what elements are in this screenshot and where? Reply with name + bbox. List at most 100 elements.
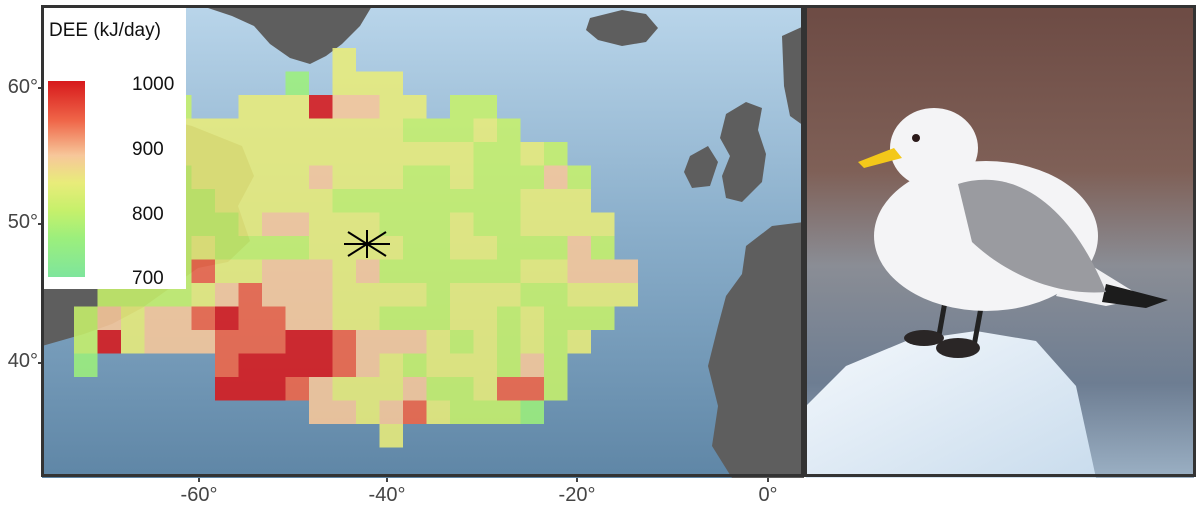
dee-cell: [285, 118, 309, 142]
dee-cell: [191, 330, 215, 354]
dee-cell: [426, 259, 450, 283]
dee-cell: [567, 283, 591, 307]
dee-cell: [544, 142, 568, 166]
dee-cell: [262, 236, 286, 260]
dee-cell: [309, 353, 333, 377]
dee-cell: [191, 236, 215, 260]
dee-cell: [520, 212, 544, 236]
dee-cell: [215, 142, 239, 166]
dee-cell: [356, 165, 380, 189]
bird-bill: [858, 148, 902, 168]
dee-cell: [238, 330, 262, 354]
dee-cell: [473, 165, 497, 189]
dee-cell: [191, 165, 215, 189]
europe-landmass: [708, 222, 804, 478]
dee-cell: [450, 259, 474, 283]
energy-expenditure-map: DEE (kJ/day) 1000 900 800 700: [42, 6, 804, 478]
lon-label-minus-40: -40°: [368, 484, 406, 506]
dee-cell: [567, 306, 591, 330]
dee-cell: [497, 189, 521, 213]
dee-cell: [567, 212, 591, 236]
dee-cell: [238, 165, 262, 189]
dee-cell: [238, 283, 262, 307]
dee-cell: [591, 212, 615, 236]
dee-cell: [309, 259, 333, 283]
dee-cell: [497, 165, 521, 189]
dee-cell: [285, 165, 309, 189]
dee-cell: [497, 236, 521, 260]
dee-cell: [238, 189, 262, 213]
dee-cell: [426, 236, 450, 260]
dee-cell: [356, 306, 380, 330]
bird-wing: [958, 179, 1106, 293]
dee-cell: [215, 353, 239, 377]
dee-cell: [473, 236, 497, 260]
dee-cell: [567, 330, 591, 354]
dee-cell: [356, 71, 380, 95]
dee-cell: [403, 189, 427, 213]
dee-cell: [379, 71, 403, 95]
dee-cell: [403, 377, 427, 401]
dee-cell: [497, 306, 521, 330]
bird-foot-left: [904, 330, 944, 346]
lon-tick-minus-20: [576, 478, 578, 482]
dee-cell: [520, 330, 544, 354]
dee-cell: [379, 330, 403, 354]
dee-cell: [121, 330, 145, 354]
dee-cell: [591, 306, 615, 330]
dee-cell: [238, 142, 262, 166]
legend-tick-1000: 1000: [132, 74, 175, 95]
lon-label-minus-60: -60°: [180, 484, 218, 506]
dee-cell: [520, 306, 544, 330]
dee-cell: [473, 283, 497, 307]
dee-cell: [379, 259, 403, 283]
lat-label-50: 50°: [7, 211, 38, 233]
dee-cell: [168, 306, 192, 330]
dee-cell: [262, 212, 286, 236]
dee-cell: [262, 142, 286, 166]
dee-cell: [215, 165, 239, 189]
dee-cell: [262, 283, 286, 307]
dee-cell: [426, 377, 450, 401]
dee-cell: [497, 142, 521, 166]
dee-cell: [332, 142, 356, 166]
dee-cell: [285, 236, 309, 260]
dee-cell: [332, 71, 356, 95]
dee-cell: [309, 330, 333, 354]
dee-cell: [356, 189, 380, 213]
dee-cell: [356, 212, 380, 236]
dee-cell: [497, 330, 521, 354]
dee-cell: [215, 118, 239, 142]
dee-cell: [356, 353, 380, 377]
dee-cell: [191, 189, 215, 213]
dee-cell: [285, 71, 309, 95]
dee-cell: [332, 118, 356, 142]
dee-cell: [473, 377, 497, 401]
dee-cell: [544, 259, 568, 283]
dee-cell: [450, 400, 474, 424]
dee-cell: [379, 142, 403, 166]
dee-cell: [520, 189, 544, 213]
dee-cell: [591, 236, 615, 260]
dee-cell: [215, 330, 239, 354]
dee-cell: [238, 236, 262, 260]
lon-label-minus-20: -20°: [558, 484, 596, 506]
dee-cell: [144, 306, 168, 330]
dee-cell: [450, 165, 474, 189]
dee-cell: [379, 236, 403, 260]
dee-cell: [426, 400, 450, 424]
dee-cell: [426, 189, 450, 213]
dee-cell: [285, 142, 309, 166]
dee-cell: [238, 306, 262, 330]
dee-cell: [309, 95, 333, 119]
dee-cell: [403, 330, 427, 354]
dee-cell: [473, 259, 497, 283]
dee-cell: [356, 259, 380, 283]
dee-cell: [403, 212, 427, 236]
dee-cell: [450, 236, 474, 260]
dee-cell: [215, 377, 239, 401]
ireland-landmass: [684, 146, 718, 188]
dee-grid: [74, 48, 638, 448]
dee-cell: [450, 212, 474, 236]
dee-cell: [473, 95, 497, 119]
